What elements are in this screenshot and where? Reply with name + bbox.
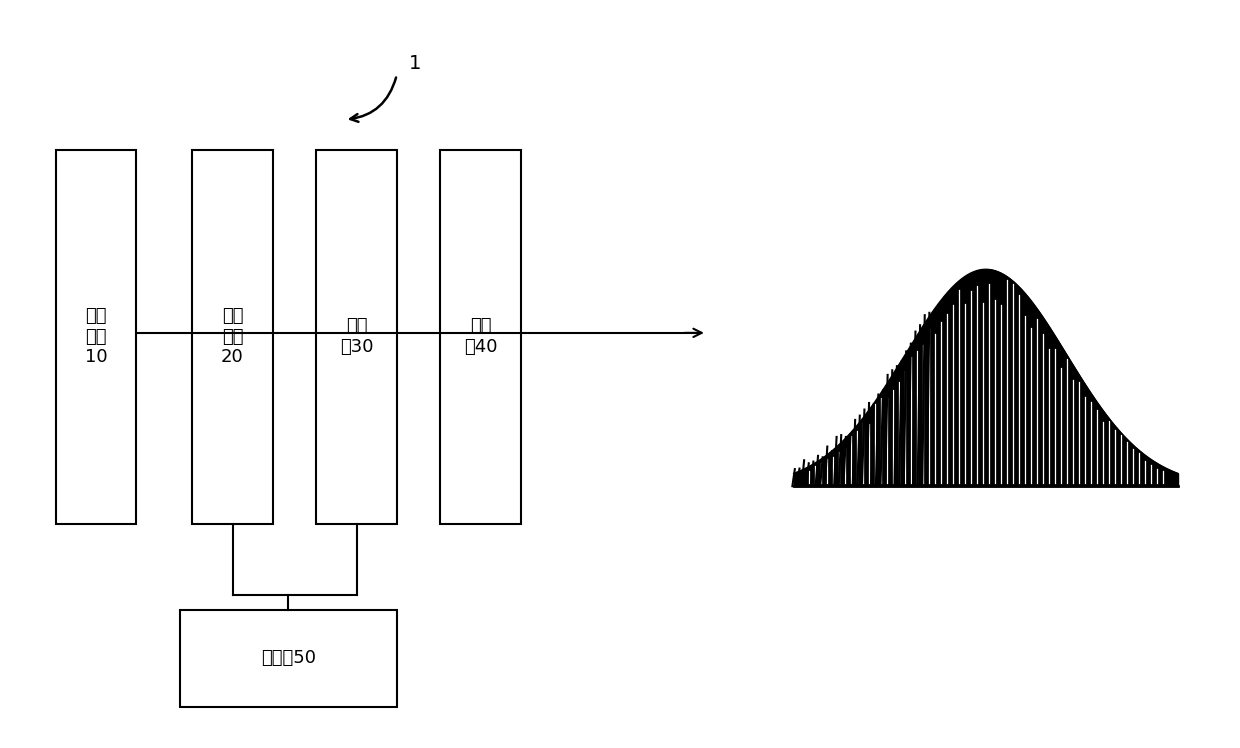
Text: 反射
镜面
10: 反射 镜面 10 bbox=[84, 307, 108, 367]
Bar bbox=[316, 150, 397, 524]
Text: 生成
器40: 生成 器40 bbox=[464, 317, 497, 356]
Bar bbox=[56, 150, 136, 524]
Text: 滤波
器30: 滤波 器30 bbox=[340, 317, 373, 356]
Bar bbox=[440, 150, 521, 524]
Bar bbox=[180, 610, 397, 707]
Text: 增益
介质
20: 增益 介质 20 bbox=[221, 307, 244, 367]
Bar bbox=[192, 150, 273, 524]
Text: 1: 1 bbox=[409, 54, 422, 73]
Text: 控制器50: 控制器50 bbox=[260, 649, 316, 667]
